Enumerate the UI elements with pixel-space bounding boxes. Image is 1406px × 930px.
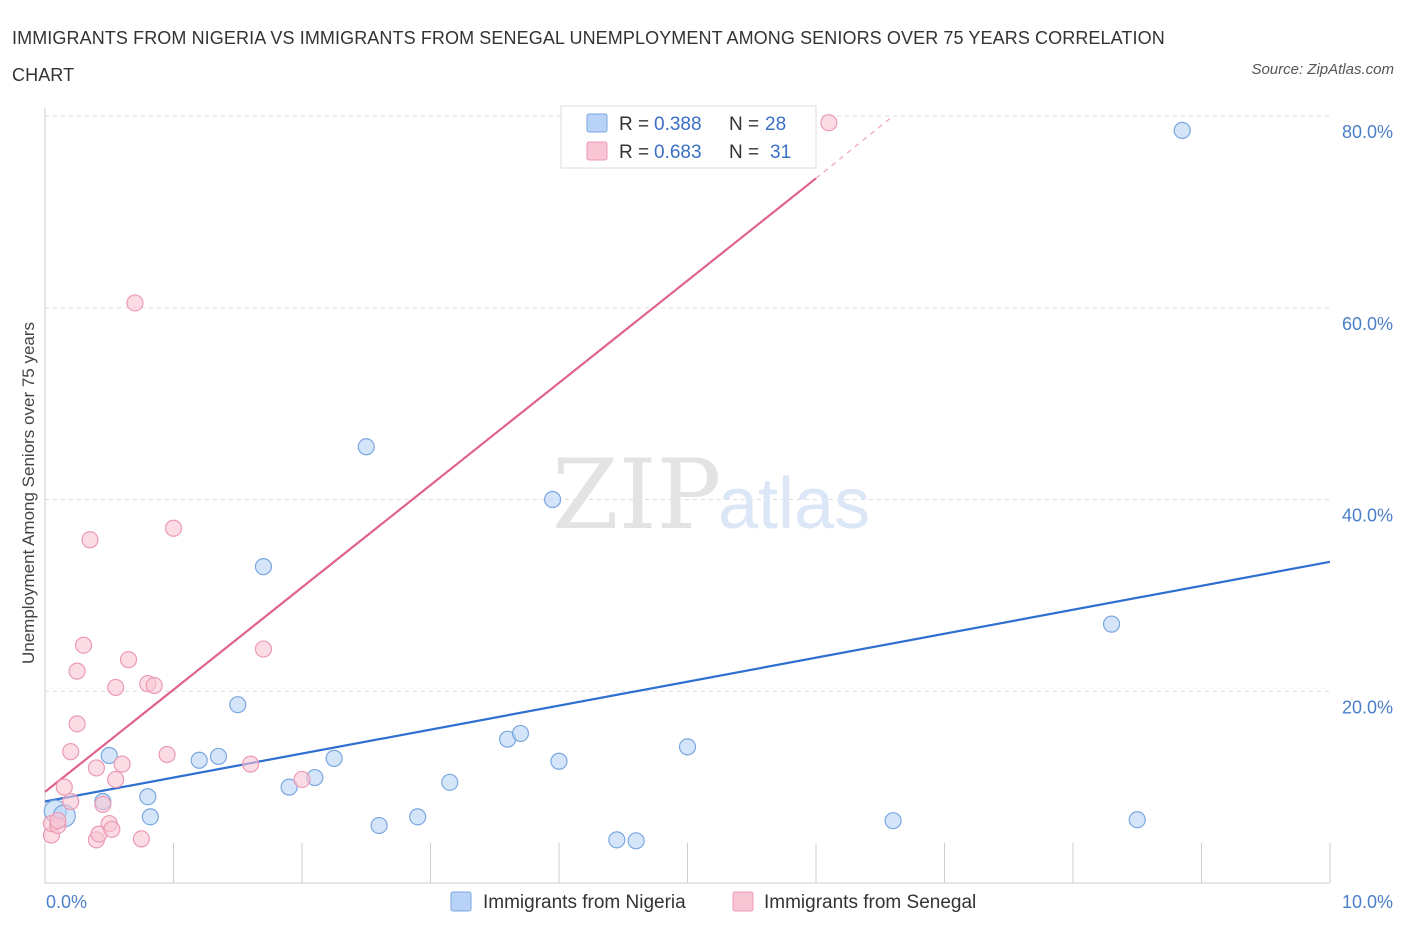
legend-n-value-nigeria: 28 (765, 114, 786, 135)
data-point-nigeria (370, 816, 388, 835)
legend-n-label: N = (729, 114, 759, 135)
x-tick-label: 10.0% (1342, 892, 1393, 912)
watermark-zip: ZIP (552, 439, 721, 551)
data-point-nigeria (100, 746, 118, 765)
data-point-nigeria (1173, 121, 1191, 139)
legend-swatch-senegal (586, 141, 608, 161)
series-legend: Immigrants from Nigeria Immigrants from … (450, 891, 976, 913)
data-point-nigeria (229, 696, 247, 714)
data-point-nigeria (409, 808, 427, 826)
watermark-atlas: atlas (718, 464, 870, 544)
data-point-senegal (132, 830, 150, 848)
data-point-senegal (74, 636, 93, 654)
data-point-nigeria (141, 808, 159, 826)
data-point-senegal (107, 678, 125, 697)
y-tick-label: 80.0% (1342, 122, 1393, 142)
data-point-senegal (107, 770, 125, 789)
data-point-senegal (87, 759, 106, 777)
data-point-senegal (49, 812, 67, 830)
grid-layer (45, 115, 1330, 692)
data-point-senegal (68, 715, 86, 733)
legend-r-label: R = (619, 142, 649, 163)
tick-label-layer: 20.0% 40.0% 60.0% 80.0% 0.0% 10.0% (46, 122, 1393, 912)
x-tick-label: 0.0% (46, 892, 87, 912)
trend-line-nigeria (44, 560, 1331, 803)
data-point-senegal (254, 640, 273, 658)
series-legend-label-nigeria: Immigrants from Nigeria (483, 892, 686, 913)
data-point-senegal (164, 519, 183, 537)
data-point-nigeria (1128, 811, 1146, 829)
legend-row-senegal: R = 0.683 N = 31 (586, 141, 791, 163)
data-point-senegal (293, 770, 311, 789)
legend-swatch-nigeria (586, 113, 608, 133)
trend-line-extension-senegal (815, 115, 894, 179)
data-point-senegal (81, 531, 99, 549)
stats-legend: R = 0.388 N = 28 R = 0.683 N = 31 (560, 105, 817, 169)
points-layer (42, 114, 1191, 850)
watermark: ZIP atlas (552, 439, 870, 551)
data-point-senegal (103, 820, 121, 838)
y-axis-title: Unemployment Among Seniors over 75 years (19, 322, 38, 664)
data-point-senegal (242, 755, 260, 773)
source-label: Source: ZipAtlas.com (1251, 61, 1394, 78)
data-point-nigeria (357, 438, 375, 456)
data-point-nigeria (139, 788, 157, 806)
data-point-senegal (94, 795, 112, 813)
data-point-nigeria (441, 773, 459, 791)
data-point-senegal (55, 778, 73, 796)
legend-r-value-nigeria: 0.388 (654, 114, 702, 135)
legend-n-label: N = (729, 142, 759, 163)
trend-layer (44, 115, 1331, 803)
data-point-nigeria (608, 831, 626, 849)
data-point-nigeria (190, 751, 208, 769)
data-point-nigeria (550, 752, 568, 770)
data-point-nigeria (678, 738, 697, 756)
chart-title: IMMIGRANTS FROM NIGERIA VS IMMIGRANTS FR… (12, 28, 1165, 85)
data-point-senegal (62, 743, 80, 761)
y-tick-label: 20.0% (1342, 697, 1393, 717)
data-point-nigeria (209, 747, 228, 766)
data-point-nigeria (254, 558, 273, 576)
data-point-senegal (68, 662, 86, 680)
data-point-nigeria (884, 812, 902, 830)
y-tick-label: 60.0% (1342, 314, 1393, 334)
series-legend-swatch-nigeria (450, 891, 472, 912)
data-point-nigeria (325, 749, 343, 767)
data-point-senegal (126, 294, 144, 312)
series-legend-label-senegal: Immigrants from Senegal (764, 892, 976, 913)
trend-line-senegal (44, 177, 817, 793)
data-point-senegal (113, 755, 131, 773)
legend-n-value-senegal: 31 (770, 142, 791, 163)
data-point-nigeria (627, 832, 645, 850)
legend-r-value-senegal: 0.683 (654, 142, 702, 163)
data-point-nigeria (1102, 615, 1121, 633)
legend-r-label: R = (619, 114, 649, 135)
legend-row-nigeria: R = 0.388 N = 28 (586, 113, 786, 135)
y-tick-label: 40.0% (1342, 506, 1393, 526)
data-point-senegal (158, 745, 176, 764)
data-point-senegal (820, 114, 838, 132)
series-legend-swatch-senegal (732, 891, 754, 912)
data-point-senegal (62, 792, 80, 811)
data-point-nigeria (543, 490, 562, 509)
axis-layer (44, 108, 1331, 884)
data-point-senegal (145, 676, 163, 695)
data-point-senegal (119, 651, 138, 669)
data-point-nigeria (511, 724, 530, 743)
data-point-nigeria (280, 778, 298, 796)
